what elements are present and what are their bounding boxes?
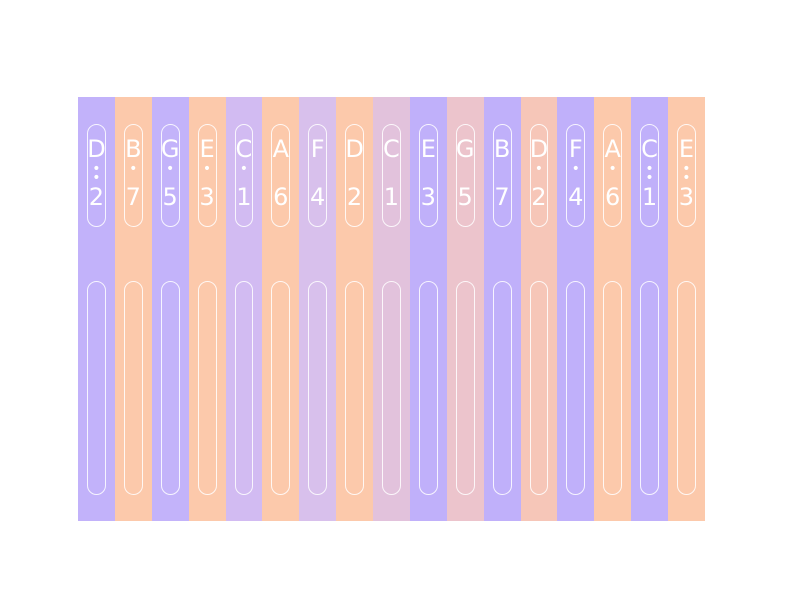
note-letter: D — [87, 135, 106, 163]
key-strip: C • 1 — [225, 97, 263, 521]
note-letter: C — [235, 135, 253, 163]
tine-slot — [87, 281, 106, 495]
note-letter: A — [604, 135, 621, 163]
note-number: 1 — [641, 183, 658, 211]
tine-slot — [123, 281, 143, 495]
tine-slot — [677, 281, 696, 495]
key-strip: G 5 — [446, 97, 484, 521]
note-letter: B — [493, 135, 511, 163]
key-strip: E • • 3 — [668, 97, 705, 521]
key-strip: B 7 — [483, 97, 521, 521]
note-number: 6 — [605, 183, 621, 211]
label-pill — [197, 124, 217, 227]
key-strip: A • 6 — [594, 97, 632, 521]
key-strip: D 2 — [336, 97, 373, 521]
label-pill — [345, 124, 364, 227]
octave-dots: • — [129, 161, 138, 177]
note-number: 2 — [88, 183, 105, 211]
octave-dots: • — [202, 161, 212, 177]
note-letter: C — [641, 135, 658, 163]
label-pill — [123, 124, 143, 227]
tine-slot — [234, 281, 254, 495]
tine-slot — [160, 281, 180, 495]
note-number: 3 — [678, 183, 695, 211]
octave-dots: • — [239, 161, 249, 177]
tine-slot — [418, 281, 438, 495]
key-strip: F • 4 — [557, 97, 595, 521]
key-strip: F 4 — [299, 97, 337, 521]
key-strip: D • • 2 — [78, 97, 115, 521]
note-number: 1 — [383, 183, 400, 211]
note-number: 5 — [457, 183, 473, 211]
label-pill — [566, 124, 586, 227]
tine-slot — [566, 281, 586, 495]
tine-slot — [197, 281, 217, 495]
octave-dots: • • — [682, 161, 691, 186]
tine-slot — [492, 281, 512, 495]
tine-slot — [455, 281, 475, 495]
note-letter: A — [272, 135, 290, 163]
note-number: 3 — [199, 183, 215, 211]
note-number: 2 — [346, 183, 363, 211]
octave-dots: • — [166, 161, 175, 177]
label-pill — [87, 124, 106, 227]
note-number: 3 — [420, 183, 436, 211]
label-pill — [640, 124, 659, 227]
label-pill — [492, 124, 512, 227]
note-number: 7 — [494, 183, 510, 211]
octave-dots: • — [571, 161, 580, 177]
label-pill — [308, 124, 328, 227]
label-pill — [529, 124, 549, 227]
note-number: 4 — [568, 183, 584, 211]
tine-slot — [345, 281, 364, 495]
key-strip: E 3 — [409, 97, 447, 521]
label-pill — [603, 124, 623, 227]
octave-dots: • — [608, 161, 617, 177]
note-number: 2 — [531, 183, 547, 211]
key-strip: C 1 — [373, 97, 410, 521]
key-strip: G • 5 — [151, 97, 189, 521]
note-letter: B — [125, 135, 142, 163]
note-letter: F — [568, 135, 583, 163]
note-letter: E — [199, 135, 215, 163]
key-strip: E • 3 — [188, 97, 226, 521]
key-strip: A 6 — [262, 97, 300, 521]
note-letter: C — [383, 135, 400, 163]
label-pill — [455, 124, 475, 227]
tine-slot — [640, 281, 659, 495]
key-strip: B • 7 — [114, 97, 152, 521]
note-letter: G — [455, 135, 475, 163]
note-letter: D — [345, 135, 364, 163]
tine-slot — [529, 281, 549, 495]
octave-dots: • • — [92, 161, 101, 186]
tine-slot — [603, 281, 623, 495]
label-pill — [160, 124, 180, 227]
tine-slot — [382, 281, 401, 495]
note-number: 4 — [310, 183, 326, 211]
label-pill — [677, 124, 696, 227]
note-number: 1 — [236, 183, 252, 211]
label-pill — [234, 124, 254, 227]
tine-slot — [271, 281, 291, 495]
key-strip: D • 2 — [520, 97, 558, 521]
note-letter: E — [678, 135, 695, 163]
key-strip: C • • 1 — [631, 97, 668, 521]
note-number: 7 — [125, 183, 141, 211]
note-letter: E — [420, 135, 436, 163]
note-letter: G — [160, 135, 180, 163]
note-number: 6 — [273, 183, 289, 211]
kalimba-sticker-board: D • • 2 B • 7 G • 5 E • 3 C • 1 A 6 F 4 D… — [78, 97, 705, 521]
note-letter: F — [310, 135, 325, 163]
octave-dots: • • — [645, 161, 654, 186]
tine-slot — [308, 281, 328, 495]
label-pill — [418, 124, 438, 227]
label-pill — [271, 124, 291, 227]
octave-dots: • — [534, 161, 544, 177]
note-number: 5 — [162, 183, 178, 211]
note-letter: D — [529, 135, 549, 163]
label-pill — [382, 124, 401, 227]
